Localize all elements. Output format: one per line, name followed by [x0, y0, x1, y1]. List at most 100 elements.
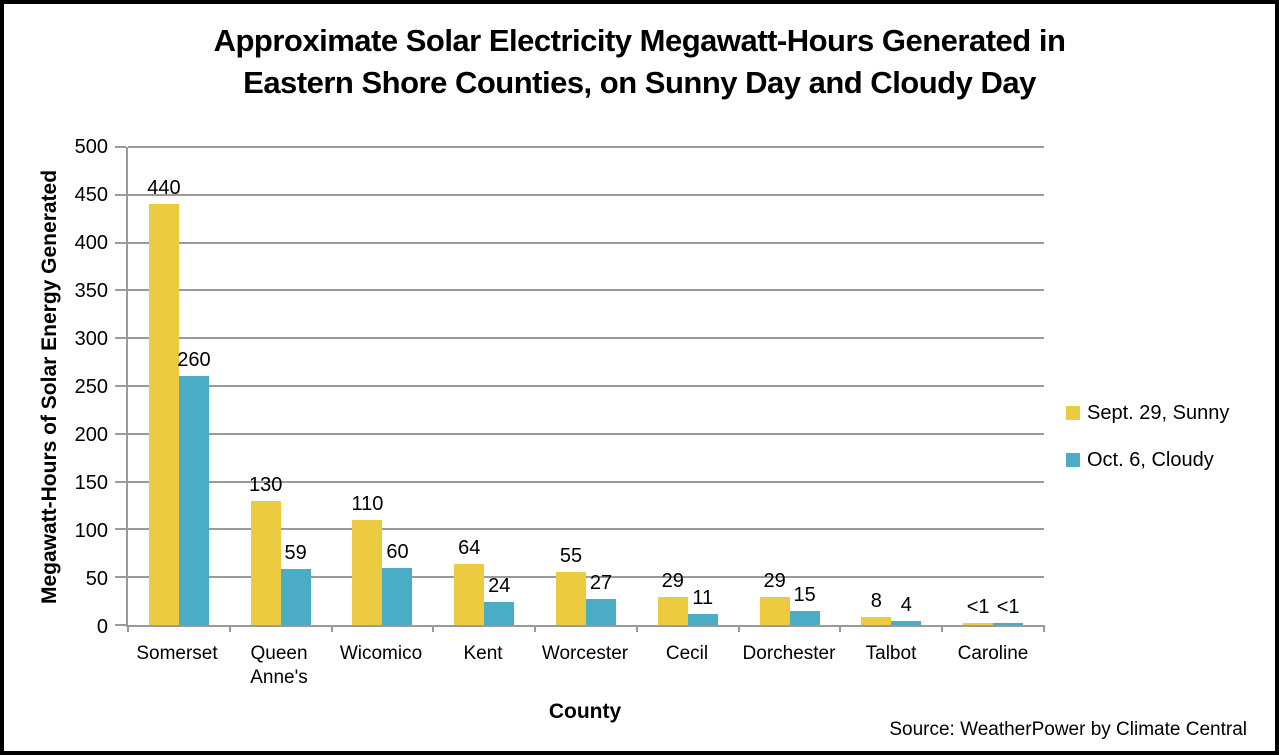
bar-wrap: 29 [657, 570, 688, 625]
bar-sunny [556, 572, 587, 625]
bar-value-label: 15 [793, 583, 816, 606]
y-tick-mark [115, 385, 126, 387]
bar-value-label: 8 [870, 590, 882, 613]
bar-value-label: <1 [996, 596, 1020, 619]
x-tick-mark [839, 625, 842, 632]
legend-label-cloudy: Oct. 6, Cloudy [1087, 449, 1214, 471]
bar-value-label: 11 [692, 587, 714, 610]
bar-wrap: 8 [861, 590, 892, 625]
bar-sunny [657, 597, 688, 625]
bar-sunny [454, 563, 485, 625]
bar-wrap: 110 [352, 493, 383, 625]
y-tick-label: 200 [74, 424, 108, 446]
x-tick-mark [1043, 625, 1045, 632]
bar-cloudy [687, 614, 718, 625]
y-tick-label: 50 [85, 568, 108, 590]
x-tick-mark [330, 625, 333, 632]
y-tick-label: 450 [74, 184, 108, 206]
bar-sunny [148, 204, 179, 625]
y-tick-mark [115, 624, 126, 626]
bar-wrap: 11 [687, 587, 718, 625]
bar-value-label: <1 [966, 596, 990, 619]
x-category-label: Cecil [665, 643, 709, 664]
bar-cloudy [280, 568, 311, 625]
x-category-label: Talbot [865, 643, 917, 664]
bar-value-label: 4 [900, 594, 912, 617]
y-tick-label: 300 [74, 328, 108, 350]
bar-group: 55 27 [535, 147, 637, 625]
x-axis-labels: Somerset Queen Anne's Wicomico Kent Worceste… [126, 642, 1044, 690]
y-tick-label: 0 [96, 616, 108, 638]
y-axis-labels: 0 50 100 150 200 250 300 350 400 450 500 [4, 137, 108, 637]
bar-wrap: 24 [484, 575, 515, 625]
y-tick-label: 500 [74, 136, 108, 158]
x-tick-mark [635, 625, 638, 632]
x-category-label: Caroline [957, 643, 1029, 664]
bar-value-label: 55 [559, 545, 583, 568]
gridline [128, 528, 1044, 531]
bar-group: 64 24 [433, 147, 535, 625]
y-tick-label: 100 [74, 520, 108, 542]
bar-wrap: 55 [556, 545, 587, 625]
chart-title: Approximate Solar Electricity Megawatt-H… [4, 20, 1275, 104]
y-tick-label: 150 [74, 472, 108, 494]
bar-group: 29 11 [637, 147, 739, 625]
bar-sunny [250, 500, 281, 625]
bar-value-label: 440 [147, 177, 181, 200]
bar-wrap: 59 [280, 542, 311, 625]
chart-title-line-1: Approximate Solar Electricity Megawatt-H… [213, 23, 1066, 58]
bar-value-label: 260 [177, 349, 211, 372]
bar-value-label: 110 [351, 492, 384, 515]
gridline [128, 289, 1044, 292]
x-tick-mark [737, 625, 740, 632]
y-tick-mark [115, 289, 126, 292]
x-category-label: Worcester [541, 643, 629, 664]
bar-wrap: 260 [177, 349, 211, 625]
x-tick-mark [228, 625, 231, 632]
bar-value-label: 29 [763, 570, 786, 593]
gridline [128, 146, 1044, 148]
y-tick-mark [115, 193, 126, 196]
gridline [128, 241, 1044, 244]
legend-swatch-sunny-icon [1066, 405, 1080, 420]
y-tick-mark [115, 146, 126, 148]
bar-cloudy [789, 610, 820, 625]
x-category-label: Queen Anne's [250, 643, 308, 688]
bar-cloudy [993, 623, 1024, 625]
bar-value-label: 60 [386, 540, 409, 563]
bar-wrap: 15 [789, 584, 820, 625]
bar-group: 110 60 [332, 147, 434, 625]
bar-value-label: 29 [661, 570, 684, 593]
bar-wrap: 29 [759, 570, 790, 625]
bar-wrap: <1 [963, 596, 994, 625]
bar-wrap: <1 [993, 596, 1024, 625]
source-note: Source: WeatherPower by Climate Central [889, 719, 1247, 740]
legend-label-sunny: Sept. 29, Sunny [1087, 402, 1230, 424]
y-tick-mark [115, 337, 126, 340]
bar-sunny [963, 623, 994, 625]
x-category-label: Kent [463, 643, 503, 664]
legend-item-sunny: Sept. 29, Sunny [1066, 402, 1229, 425]
y-tick-mark [115, 241, 126, 244]
gridline [128, 337, 1044, 340]
bar-cloudy [382, 567, 413, 625]
bar-group: 440 260 [128, 147, 230, 625]
x-tick-mark [534, 625, 537, 632]
legend-swatch-cloudy-icon [1066, 452, 1080, 467]
y-tick-label: 250 [74, 376, 108, 398]
bar-wrap: 60 [382, 541, 413, 625]
x-category-label: Wicomico [339, 643, 423, 664]
gridline [128, 480, 1044, 483]
y-tick-mark [115, 528, 126, 531]
bar-cloudy [586, 599, 617, 625]
x-tick-mark [127, 625, 129, 632]
x-tick-mark [432, 625, 435, 632]
bar-cloudy [484, 602, 515, 625]
bar-value-label: 27 [589, 572, 613, 595]
x-category-label: Dorchester [742, 643, 836, 664]
chart-title-line-2: Eastern Shore Counties, on Sunny Day and… [243, 65, 1036, 100]
bar-value-label: 59 [284, 541, 307, 564]
x-category-label: Somerset [136, 643, 218, 664]
y-tick-mark [115, 480, 126, 483]
